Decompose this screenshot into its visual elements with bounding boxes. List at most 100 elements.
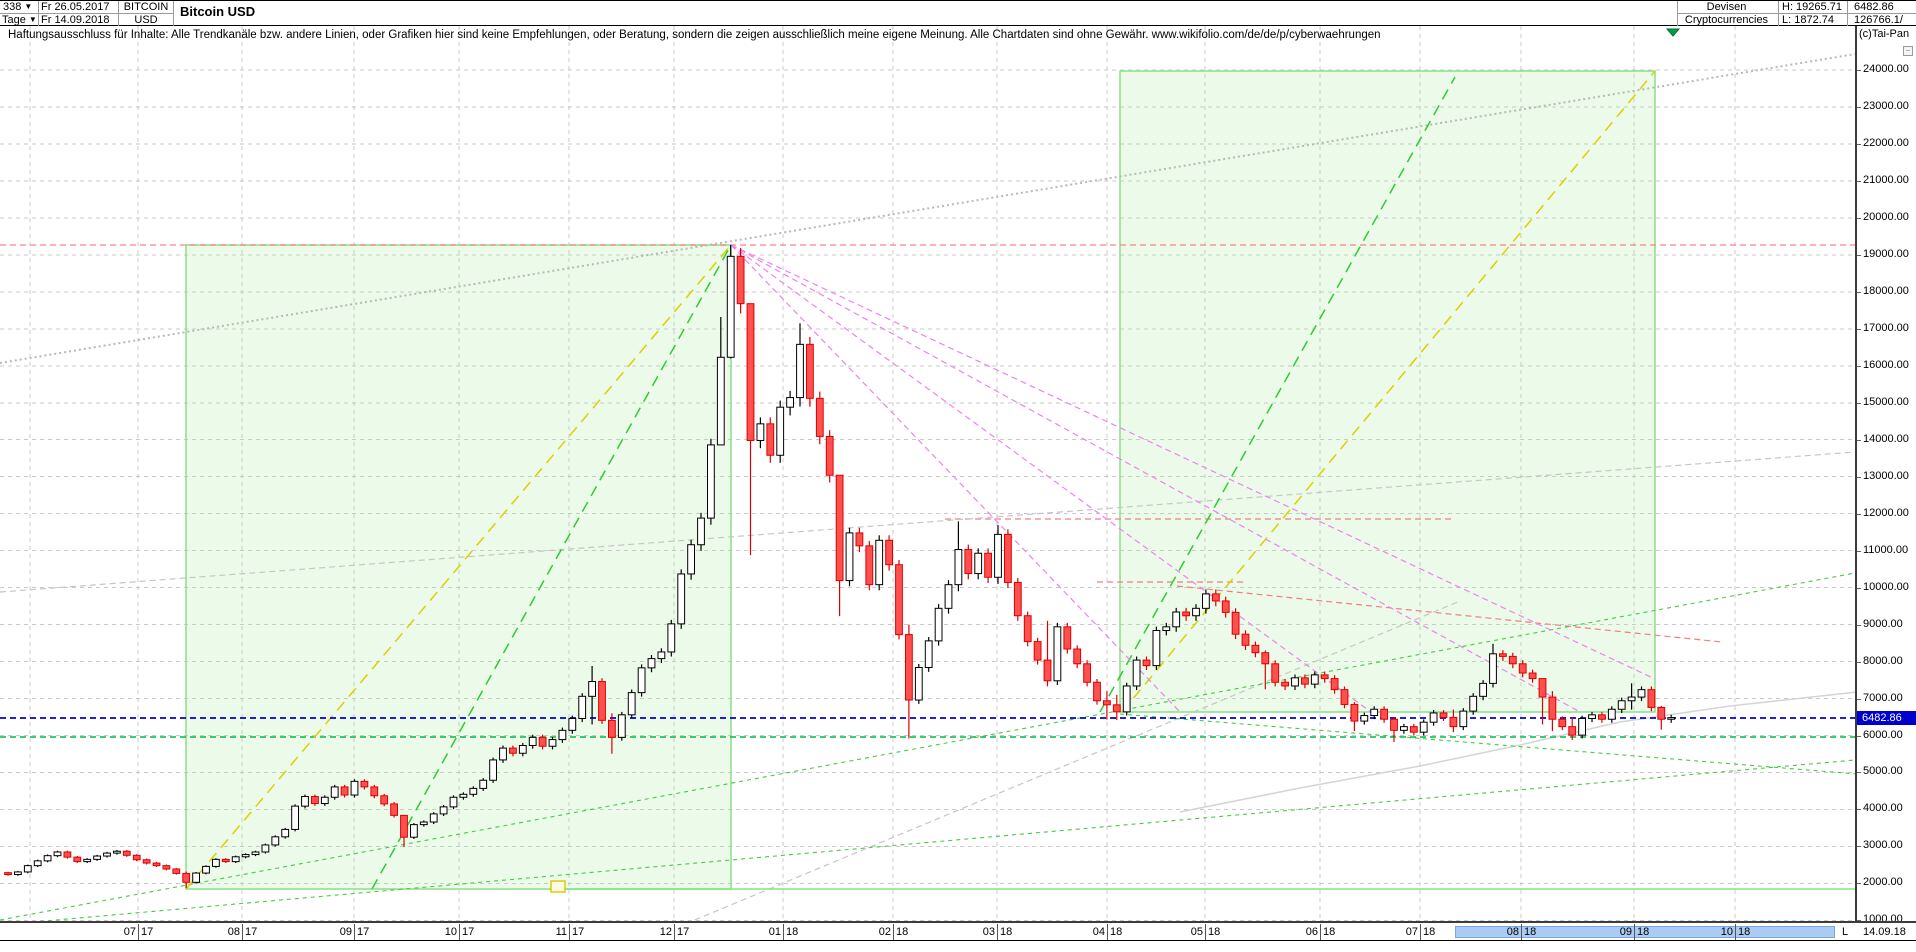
period-low-label: L: 1872.74 (1782, 14, 1834, 26)
time-range-selection[interactable] (1455, 926, 1835, 938)
candle-body (1112, 704, 1121, 713)
candle-body (608, 719, 616, 738)
candle-body (350, 780, 359, 796)
candle-body (647, 658, 656, 669)
candle-body (1390, 718, 1398, 731)
month-tick (893, 924, 894, 940)
candle-body (1380, 708, 1388, 720)
candle-body (974, 552, 983, 575)
candle-body (756, 423, 765, 441)
trend-line (730, 244, 1656, 680)
candle-body (1558, 718, 1567, 728)
y-axis-tick (1857, 291, 1861, 293)
month-label: 09 (339, 926, 352, 938)
month-tick (354, 924, 355, 940)
year-label: 17 (357, 926, 370, 938)
month-label: 02 (878, 926, 891, 938)
candle-body (1103, 700, 1111, 706)
trend-line (0, 572, 1856, 921)
y-axis-tick (1857, 439, 1861, 441)
candle-body (43, 855, 52, 862)
y-axis-tick (1857, 402, 1861, 404)
candle-body (736, 255, 745, 305)
currency-label: USD (134, 14, 158, 26)
candle-body (1469, 695, 1478, 712)
candle-body (192, 872, 200, 883)
candle-body (479, 779, 488, 789)
candle-body (716, 356, 725, 446)
candle-body (1508, 655, 1517, 665)
candle-body (1013, 581, 1022, 617)
candle-body (1667, 717, 1676, 720)
candle-body (578, 695, 587, 720)
candle-body (499, 747, 507, 761)
candle-body (53, 851, 62, 857)
candle-body (1083, 663, 1091, 683)
y-axis-label: 10000.00 (1863, 580, 1909, 593)
candlestick-chart-canvas[interactable]: Haftungsausschluss für Inhalte: Alle Tre… (0, 26, 1857, 921)
candle-body (1617, 700, 1626, 710)
candle-body (1657, 706, 1666, 720)
candle-body (311, 796, 319, 805)
date-from-field[interactable]: Fr 26.05.2017 (41, 1, 110, 13)
year-label: 17 (141, 926, 154, 938)
candle-body (796, 343, 804, 399)
candle-body (241, 854, 250, 858)
date-to-field[interactable]: Fr 14.09.2018 (41, 14, 110, 26)
y-axis-label: 6000.00 (1863, 728, 1903, 741)
candle-body (1330, 678, 1339, 691)
month-label: 08 (227, 926, 240, 938)
month-label: 11 (555, 926, 567, 938)
candle-body (1310, 674, 1319, 685)
candle-body (1202, 593, 1210, 609)
candle-body (697, 517, 705, 546)
candle-body (815, 397, 824, 437)
candle-body (637, 667, 646, 694)
year-label: 17 (462, 926, 475, 938)
trend-line (0, 53, 1856, 364)
candle-body (202, 865, 210, 874)
candle-body (627, 692, 636, 716)
y-axis-label: 2000.00 (1863, 876, 1903, 889)
minimize-icon[interactable]: − (1903, 46, 1913, 56)
candle-body (924, 640, 933, 668)
month-label: 05 (1190, 926, 1203, 938)
price-axis[interactable]: (c)Tai-Pan − 6482.86 24000.00 23000.00 220… (1857, 26, 1916, 941)
y-axis-tick (1857, 365, 1861, 367)
y-axis-tick (1857, 661, 1861, 663)
candle-body (410, 824, 418, 838)
candle-body (1320, 674, 1329, 680)
trend-line (185, 244, 732, 890)
y-axis-tick (1857, 772, 1861, 774)
candle-body (1043, 659, 1052, 682)
candle-body (1419, 721, 1428, 733)
month-tick (1320, 924, 1321, 940)
y-axis-tick (1857, 624, 1861, 626)
candle-body (1301, 677, 1309, 685)
candle-body (271, 836, 280, 846)
candle-body (667, 623, 676, 653)
y-axis-tick (1857, 698, 1861, 700)
y-axis-tick (1857, 920, 1861, 922)
candle-body (251, 851, 260, 856)
trend-line (730, 244, 1581, 713)
candle-body (380, 795, 389, 805)
candle-body (1033, 641, 1042, 661)
month-tick (1107, 924, 1108, 940)
candle-body (1023, 615, 1032, 643)
candle-body (865, 545, 874, 586)
candle-body (687, 544, 696, 575)
disclaimer-text: Haftungsausschluss für Inhalte: Alle Tre… (8, 29, 1381, 41)
candle-body (825, 435, 834, 476)
candle-body (1449, 716, 1458, 728)
period-high-label: H: 19265.71 (1782, 1, 1842, 13)
candle-body (726, 255, 735, 358)
candle-body (1340, 689, 1349, 705)
candle-body (1241, 633, 1250, 646)
period-dropdown[interactable]: Tage ▼ (2, 14, 37, 26)
trend-line (1119, 713, 1857, 775)
bars-count-dropdown[interactable]: 338 ▼ (3, 1, 33, 13)
y-axis-tick (1857, 217, 1861, 219)
time-axis[interactable]: L 07 17 08 17 09 17 10 17 11 17 12 17 01 18 02 18 03 18 04… (0, 921, 1857, 941)
candle-body (212, 858, 220, 867)
